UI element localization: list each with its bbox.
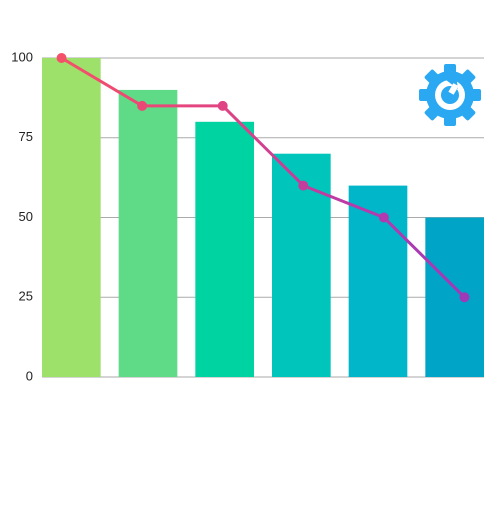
bar — [425, 217, 484, 377]
bar — [272, 153, 331, 377]
y-tick-label: 50 — [19, 209, 33, 224]
grid: 0 25 50 75 100 — [11, 49, 484, 383]
line-marker — [459, 292, 470, 303]
settings-icon[interactable] — [419, 64, 481, 126]
bar — [118, 89, 178, 378]
line-marker — [137, 100, 148, 111]
y-tick-label: 100 — [11, 49, 33, 64]
line-marker — [217, 100, 228, 111]
y-tick-label: 0 — [26, 368, 33, 383]
line-marker — [298, 180, 309, 191]
bar — [42, 58, 101, 377]
line — [60, 56, 466, 299]
y-tick-label: 25 — [19, 289, 33, 304]
line-series — [56, 53, 470, 303]
bar — [195, 121, 254, 377]
bars — [42, 58, 484, 378]
y-tick-label: 75 — [19, 129, 33, 144]
bar — [348, 185, 408, 377]
line-marker — [378, 212, 389, 223]
line-marker — [56, 53, 67, 63]
